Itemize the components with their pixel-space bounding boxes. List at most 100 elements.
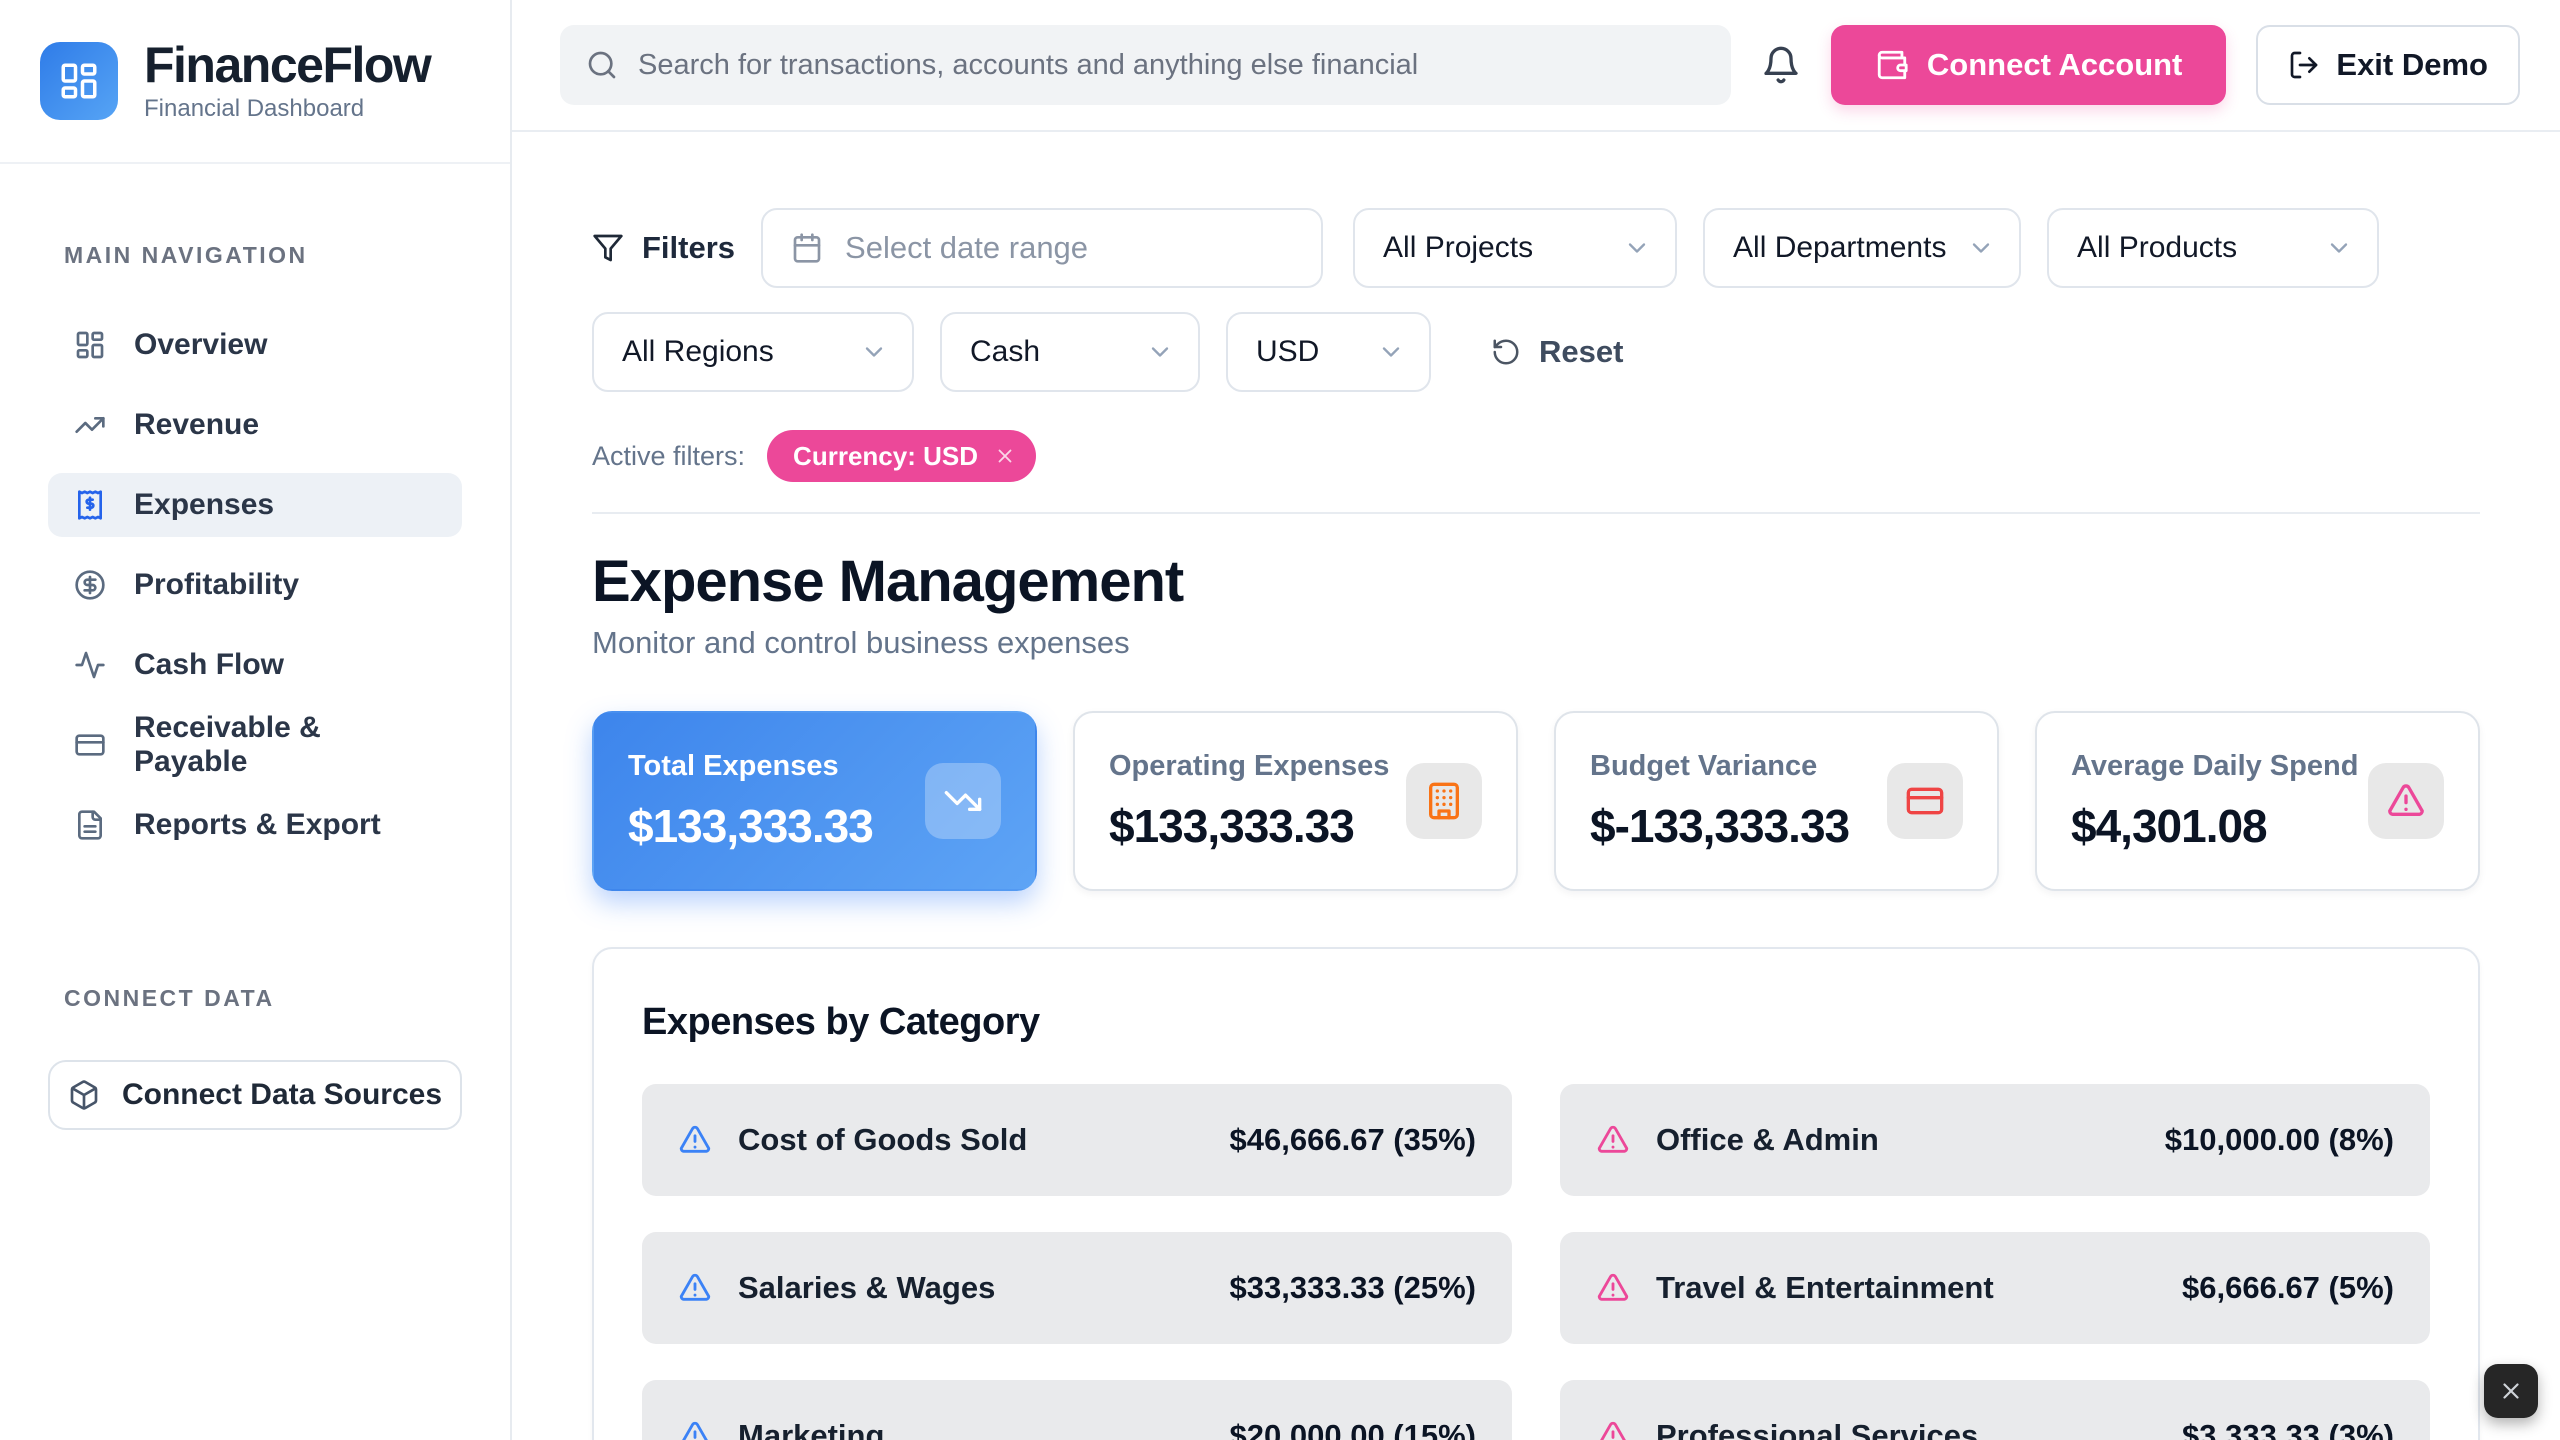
stat-iconbox [1406,763,1482,839]
currency-filter-chip[interactable]: Currency: USD [767,430,1036,482]
wallet-icon [1875,48,1909,82]
connect-account-label: Connect Account [1926,47,2183,82]
warning-triangle-icon [1596,1123,1630,1157]
regions-select[interactable]: All Regions [592,312,914,392]
category-row-cost-of-goods-sold[interactable]: Cost of Goods Sold $46,666.67 (35%) [642,1084,1512,1196]
sidebar-item-expenses[interactable]: Expenses [48,473,462,537]
panel-title: Expenses by Category [642,1001,1040,1043]
stat-value: $133,333.33 [628,799,874,852]
category-row-travel-entertainment[interactable]: Travel & Entertainment $6,666.67 (5%) [1560,1232,2430,1344]
products-select-value: All Products [2077,231,2238,264]
layout-dashboard-icon [58,60,100,102]
warning-triangle-icon [2386,781,2426,821]
content: Filters Select date range All Projects A… [512,132,2560,1440]
payment-method-select[interactable]: Cash [940,312,1200,392]
brand-header: FinanceFlow Financial Dashboard [0,0,510,164]
sidebar-item-label: Expenses [134,488,275,521]
stat-iconbox [925,763,1001,839]
category-name: Professional Services [1656,1418,1979,1440]
rotate-ccw-icon [1491,337,1521,367]
search-bar[interactable] [560,25,1731,105]
reset-filters-button[interactable]: Reset [1491,334,1623,370]
stat-card-operating-expenses[interactable]: Operating Expenses $133,333.33 [1073,711,1518,891]
floating-close-button[interactable] [2484,1364,2538,1418]
page-title: Expense Management [592,549,1184,614]
search-input[interactable] [638,48,1705,82]
connect-data-label: CONNECT DATA [64,985,275,1011]
nav-section-label: MAIN NAVIGATION [64,242,308,268]
exit-demo-button[interactable]: Exit Demo [2256,25,2520,105]
log-out-icon [2288,49,2320,81]
notifications-bell-icon[interactable] [1761,45,1801,85]
filters-label-text: Filters [642,230,736,265]
stat-label: Total Expenses [628,749,839,782]
stat-iconbox [2368,763,2444,839]
credit-card-icon [74,729,106,761]
warning-triangle-icon [678,1419,712,1440]
departments-select[interactable]: All Departments [1703,208,2022,288]
stat-card-budget-variance[interactable]: Budget Variance $-133,333.33 [1554,711,1999,891]
topbar: Connect Account Exit Demo [512,0,2560,132]
regions-select-value: All Regions [622,335,774,368]
filters-label: Filters [592,230,735,266]
main-area: Connect Account Exit Demo Filters Select… [512,0,2560,1440]
stat-card-average-daily-spend[interactable]: Average Daily Spend $4,301.08 [2035,711,2480,891]
package-icon [68,1079,100,1111]
expenses-by-category-panel: Expenses by Category Cost of Goods Sold … [592,947,2480,1440]
sidebar-item-receivable-payable[interactable]: Receivable & Payable [48,711,462,778]
active-filters-row: Active filters: Currency: USD [592,430,2480,482]
app-subtitle: Financial Dashboard [144,95,365,123]
warning-triangle-icon [1596,1271,1630,1305]
warning-triangle-icon [678,1271,712,1305]
departments-select-value: All Departments [1733,231,1947,264]
category-value: $33,333.33 (25%) [1229,1270,1476,1305]
sidebar-item-overview[interactable]: Overview [48,313,462,377]
close-icon[interactable] [994,445,1016,467]
category-name: Cost of Goods Sold [738,1122,1028,1157]
category-grid: Cost of Goods Sold $46,666.67 (35%) Offi… [642,1084,2430,1440]
sidebar-item-profitability[interactable]: Profitability [48,553,462,617]
payment-method-select-value: Cash [970,335,1041,368]
credit-card-icon [1905,781,1945,821]
chevron-down-icon [1623,234,1651,262]
stat-card-total-expenses[interactable]: Total Expenses $133,333.33 [592,711,1037,891]
date-range-placeholder: Select date range [845,230,1089,265]
category-row-marketing[interactable]: Marketing $20,000.00 (15%) [642,1380,1512,1440]
search-icon [586,49,618,81]
sidebar-item-cash-flow[interactable]: Cash Flow [48,633,462,697]
category-name: Office & Admin [1656,1122,1879,1157]
projects-select-value: All Projects [1383,231,1534,264]
projects-select[interactable]: All Projects [1353,208,1678,288]
stat-value: $4,301.08 [2071,799,2268,852]
category-name: Marketing [738,1418,885,1440]
stat-iconbox [1887,763,1963,839]
sidebar-item-revenue[interactable]: Revenue [48,393,462,457]
sidebar-item-reports-export[interactable]: Reports & Export [48,793,462,857]
sidebar-item-label: Receivable & Payable [134,711,321,778]
trending-up-icon [74,409,106,441]
category-row-professional-services[interactable]: Professional Services $3,333.33 (3%) [1560,1380,2430,1440]
active-filters-label: Active filters: [592,440,746,471]
category-name: Salaries & Wages [738,1270,996,1305]
currency-select[interactable]: USD [1226,312,1431,392]
sidebar-item-label: Overview [134,328,268,361]
filters-row-1: Filters Select date range All Projects A… [592,208,2480,288]
category-row-office-admin[interactable]: Office & Admin $10,000.00 (8%) [1560,1084,2430,1196]
category-name: Travel & Entertainment [1656,1270,1994,1305]
funnel-icon [592,232,624,264]
activity-icon [74,649,106,681]
sidebar-item-label: Cash Flow [134,648,285,681]
date-range-input[interactable]: Select date range [761,208,1324,288]
circle-dollar-sign-icon [74,569,106,601]
connect-account-button[interactable]: Connect Account [1830,25,2227,105]
category-value: $6,666.67 (5%) [2182,1270,2394,1305]
chevron-down-icon [1967,234,1995,262]
connect-data-sources-button[interactable]: Connect Data Sources [48,1060,462,1130]
app-title: FinanceFlow [144,36,432,93]
filters-row-2: All Regions Cash USD Reset [592,312,2480,392]
category-row-salaries-wages[interactable]: Salaries & Wages $33,333.33 (25%) [642,1232,1512,1344]
stat-label: Budget Variance [1590,749,1818,782]
products-select[interactable]: All Products [2047,208,2380,288]
stat-value: $-133,333.33 [1590,799,1850,852]
main-navigation: MAIN NAVIGATION Overview Revenue Expense… [0,164,510,1130]
